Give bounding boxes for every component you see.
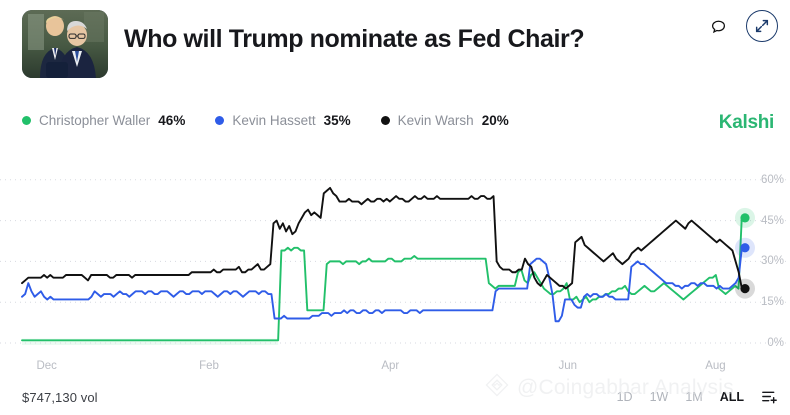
legend-label: Kevin Hassett xyxy=(232,113,316,128)
range-1m[interactable]: 1M xyxy=(685,389,703,404)
expand-icon[interactable] xyxy=(746,10,778,42)
legend-percent: 20% xyxy=(481,113,509,128)
legend-item-kevin-warsh[interactable]: Kevin Warsh 20% xyxy=(380,113,509,128)
x-axis-labels: Dec Feb Apr Jun Aug xyxy=(0,360,790,380)
legend-dot-icon xyxy=(215,116,225,125)
legend-item-christopher-waller[interactable]: Christopher Waller 46% xyxy=(22,113,185,128)
range-1d[interactable]: 1D xyxy=(616,389,633,404)
list-add-icon[interactable] xyxy=(761,389,778,404)
legend: Christopher Waller 46% Kevin Hassett 35%… xyxy=(22,113,509,128)
legend-percent: 35% xyxy=(323,113,351,128)
x-tick-label: Feb xyxy=(199,360,219,372)
x-tick-label: Jun xyxy=(558,360,577,372)
time-range-selector: 1D 1W 1M ALL xyxy=(617,389,778,404)
header: Who will Trump nominate as Fed Chair? xyxy=(0,0,790,100)
legend-label: Kevin Warsh xyxy=(397,113,474,128)
legend-label: Christopher Waller xyxy=(39,113,151,128)
kalshi-logo: Kalshi xyxy=(718,112,775,133)
range-1w[interactable]: 1W xyxy=(649,389,669,404)
chart-canvas[interactable] xyxy=(0,150,790,355)
legend-percent: 46% xyxy=(158,113,186,128)
x-tick-label: Apr xyxy=(381,360,400,372)
x-tick-label: Dec xyxy=(36,360,57,372)
price-chart[interactable]: 0% 15% 30% 45% 60% xyxy=(0,150,790,355)
legend-dot-icon xyxy=(380,116,390,125)
header-actions xyxy=(704,10,778,42)
x-tick-label: Aug xyxy=(705,360,726,372)
page-title: Who will Trump nominate as Fed Chair? xyxy=(124,25,585,53)
legend-item-kevin-hassett[interactable]: Kevin Hassett 35% xyxy=(215,113,351,128)
comment-icon[interactable] xyxy=(704,12,732,40)
range-all[interactable]: ALL xyxy=(719,389,744,404)
legend-dot-icon xyxy=(22,116,31,125)
market-thumbnail[interactable] xyxy=(22,10,108,78)
volume-label: $747,130 vol xyxy=(22,390,98,405)
